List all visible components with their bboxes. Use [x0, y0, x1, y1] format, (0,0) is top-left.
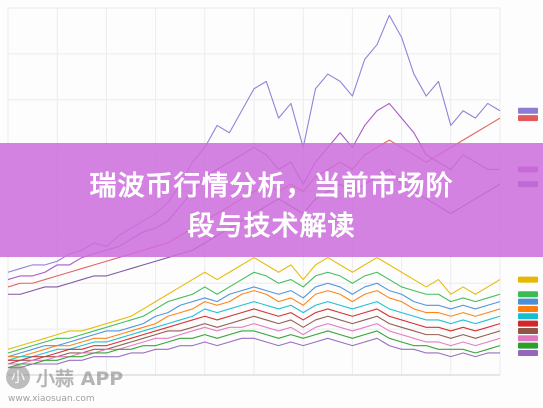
watermark-text: 小蒜 APP — [36, 367, 124, 390]
banner-title-line2: 段与技术解读 — [187, 211, 356, 242]
series-end-marker-5 — [518, 276, 538, 283]
series-line-13 — [7, 330, 501, 369]
series-end-marker-13 — [518, 342, 538, 349]
watermark-logo-icon: 小 — [6, 365, 30, 389]
series-line-14 — [8, 337, 500, 369]
series-line-7 — [7, 282, 501, 358]
series-end-marker-6 — [518, 291, 538, 298]
series-line-6 — [7, 271, 501, 354]
watermark-url: www.xiaosuan.com — [8, 394, 95, 404]
watermark: 小 小蒜 APP — [6, 362, 123, 392]
series-end-marker-9 — [518, 313, 538, 320]
series-end-marker-8 — [518, 305, 538, 312]
series-line-5 — [7, 257, 501, 350]
series-end-marker-11 — [518, 327, 538, 334]
banner-title-line1: 瑞波币行情分析，当前市场阶 — [89, 171, 454, 202]
series-end-marker-10 — [518, 320, 538, 327]
series-end-marker-3 — [518, 115, 538, 122]
series-end-marker-1 — [518, 107, 538, 114]
title-banner: 瑞波币行情分析，当前市场阶 段与技术解读 — [0, 143, 543, 257]
series-line-11 — [7, 315, 501, 365]
series-line-12 — [8, 323, 501, 365]
series-line-8 — [8, 290, 501, 358]
series-end-marker-14 — [518, 349, 538, 356]
banner-title: 瑞波币行情分析，当前市场阶 段与技术解读 — [0, 167, 543, 247]
series-end-marker-7 — [518, 298, 538, 305]
series-end-marker-12 — [518, 335, 538, 342]
series-line-9 — [7, 301, 501, 361]
series-line-10 — [8, 308, 501, 361]
